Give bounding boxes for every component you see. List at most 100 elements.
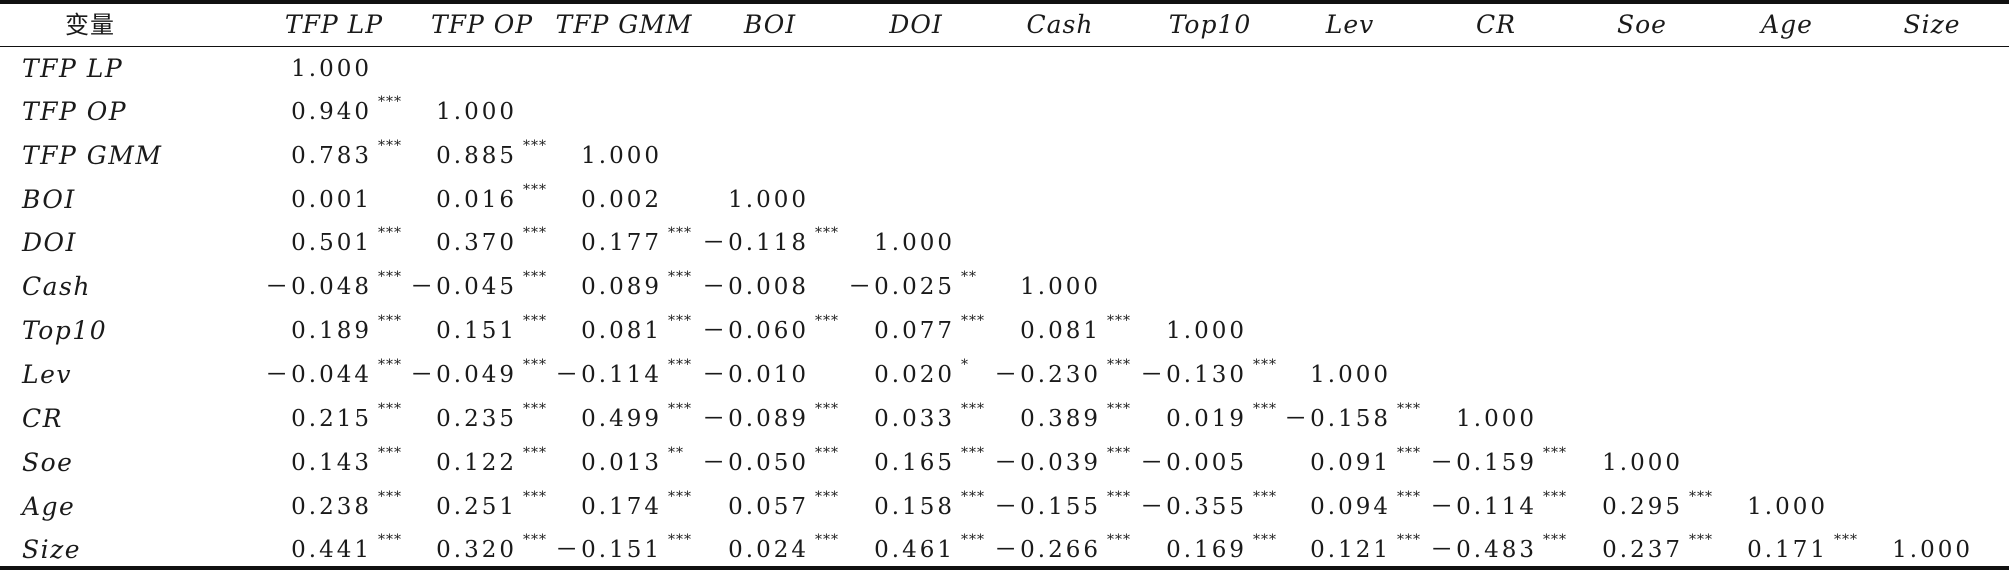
cell-value: 0.081 bbox=[1020, 318, 1101, 344]
cell-value: 1.000 bbox=[874, 230, 955, 256]
significance-stars: *** bbox=[523, 269, 547, 285]
significance-stars: *** bbox=[523, 182, 547, 198]
table-cell: 1.000 bbox=[0, 178, 809, 222]
table-cell: 0.389 *** bbox=[0, 397, 1130, 441]
header-tfp-op: TFP OP bbox=[430, 10, 534, 39]
significance-stars: *** bbox=[1107, 401, 1131, 417]
cell-value: 0.016 bbox=[436, 187, 517, 213]
significance-stars: *** bbox=[523, 489, 547, 505]
cell-value: －0.118 bbox=[702, 230, 809, 256]
cell-value: －0.158 bbox=[1284, 406, 1391, 432]
significance-stars: *** bbox=[378, 489, 402, 505]
cell-value: －0.155 bbox=[994, 494, 1101, 520]
cell-value: －0.044 bbox=[265, 362, 372, 388]
cell-value: 0.499 bbox=[581, 406, 662, 432]
cell-value: 0.885 bbox=[436, 143, 517, 169]
table-cell: －0.008 bbox=[0, 265, 809, 309]
significance-stars: *** bbox=[378, 138, 402, 154]
significance-stars: *** bbox=[815, 445, 839, 461]
significance-stars: *** bbox=[523, 138, 547, 154]
table-row: Top10 0.189 *** 0.151 *** 0.081 *** －0.060 *** 0.… bbox=[0, 309, 2009, 353]
top-rule bbox=[0, 0, 2009, 4]
significance-stars: *** bbox=[1107, 357, 1131, 373]
significance-stars: *** bbox=[961, 489, 985, 505]
table-cell: 0.215 *** bbox=[0, 397, 401, 441]
table-cell: 0.238 *** bbox=[0, 485, 401, 529]
table-cell: 1.000 bbox=[0, 485, 1828, 529]
row-label: TFP GMM bbox=[22, 141, 163, 170]
table-cell: 1.000 bbox=[0, 47, 372, 91]
significance-stars: *** bbox=[523, 445, 547, 461]
table-cell: 0.885 *** bbox=[0, 134, 546, 178]
table-cell: 0.089 *** bbox=[0, 265, 691, 309]
cell-value: 0.461 bbox=[874, 537, 955, 563]
significance-stars: *** bbox=[1397, 445, 1421, 461]
cell-value: 0.019 bbox=[1166, 406, 1247, 432]
significance-stars: *** bbox=[1689, 489, 1713, 505]
header-tfp-lp: TFP LP bbox=[284, 10, 384, 39]
cell-value: 1.000 bbox=[1602, 450, 1683, 476]
table-cell: 1.000 bbox=[0, 134, 662, 178]
table-cell: －0.039 *** bbox=[0, 441, 1130, 485]
row-label: DOI bbox=[22, 228, 77, 257]
cell-value: 0.151 bbox=[436, 318, 517, 344]
table-cell: 0.121 *** bbox=[0, 528, 1420, 572]
significance-stars: *** bbox=[961, 532, 985, 548]
table-cell: 0.013 ** bbox=[0, 441, 683, 485]
table-cell: 0.094 *** bbox=[0, 485, 1420, 529]
header-tfp-gmm: TFP GMM bbox=[555, 10, 693, 39]
cell-value: －0.045 bbox=[410, 274, 517, 300]
cell-value: 0.165 bbox=[874, 450, 955, 476]
row-label: Soe bbox=[22, 448, 74, 477]
header-doi: DOI bbox=[889, 10, 943, 39]
cell-value: 0.094 bbox=[1310, 494, 1391, 520]
significance-stars: *** bbox=[1107, 313, 1131, 329]
cell-value: 0.237 bbox=[1602, 537, 1683, 563]
significance-stars: *** bbox=[1253, 357, 1277, 373]
significance-stars: *** bbox=[668, 225, 692, 241]
table-cell: 0.158 *** bbox=[0, 485, 984, 529]
cell-value: 0.251 bbox=[436, 494, 517, 520]
significance-stars: *** bbox=[378, 94, 402, 110]
table-cell: 1.000 bbox=[0, 265, 1101, 309]
table-cell: 0.033 *** bbox=[0, 397, 984, 441]
significance-stars: *** bbox=[1397, 401, 1421, 417]
significance-stars: *** bbox=[1397, 532, 1421, 548]
table-row: Soe 0.143 *** 0.122 *** 0.013 ** －0.050 *** 0.165… bbox=[0, 441, 2009, 485]
cell-value: 0.441 bbox=[291, 537, 372, 563]
table-cell: 0.081 *** bbox=[0, 309, 691, 353]
table-cell: －0.089 *** bbox=[0, 397, 838, 441]
row-label: Age bbox=[22, 492, 76, 521]
significance-stars: *** bbox=[815, 532, 839, 548]
table-cell: 1.000 bbox=[0, 353, 1391, 397]
table-cell: 0.057 *** bbox=[0, 485, 838, 529]
table-cell: －0.159 *** bbox=[0, 441, 1566, 485]
significance-stars: *** bbox=[815, 489, 839, 505]
significance-stars: *** bbox=[1107, 532, 1131, 548]
cell-value: 0.370 bbox=[436, 230, 517, 256]
table-cell: 0.019 *** bbox=[0, 397, 1276, 441]
table-cell: 0.020 * bbox=[0, 353, 968, 397]
significance-stars: *** bbox=[378, 401, 402, 417]
header-lev: Lev bbox=[1325, 10, 1375, 39]
table-cell: 0.169 *** bbox=[0, 528, 1276, 572]
significance-stars: *** bbox=[1253, 489, 1277, 505]
table-cell: －0.483 *** bbox=[0, 528, 1566, 572]
table-cell: 0.370 *** bbox=[0, 221, 546, 265]
significance-stars: *** bbox=[815, 313, 839, 329]
cell-value: 0.013 bbox=[581, 450, 662, 476]
table-cell: －0.114 *** bbox=[0, 353, 691, 397]
cell-value: －0.039 bbox=[994, 450, 1101, 476]
table-cell: －0.048 *** bbox=[0, 265, 401, 309]
significance-stars: *** bbox=[815, 401, 839, 417]
table-cell: 0.461 *** bbox=[0, 528, 984, 572]
header-cash: Cash bbox=[1026, 10, 1094, 39]
significance-stars: ** bbox=[668, 445, 684, 461]
significance-stars: *** bbox=[1834, 532, 1858, 548]
significance-stars: *** bbox=[1397, 489, 1421, 505]
significance-stars: *** bbox=[668, 313, 692, 329]
significance-stars: *** bbox=[668, 489, 692, 505]
significance-stars: *** bbox=[378, 445, 402, 461]
cell-value: －0.114 bbox=[1430, 494, 1537, 520]
cell-value: －0.048 bbox=[265, 274, 372, 300]
